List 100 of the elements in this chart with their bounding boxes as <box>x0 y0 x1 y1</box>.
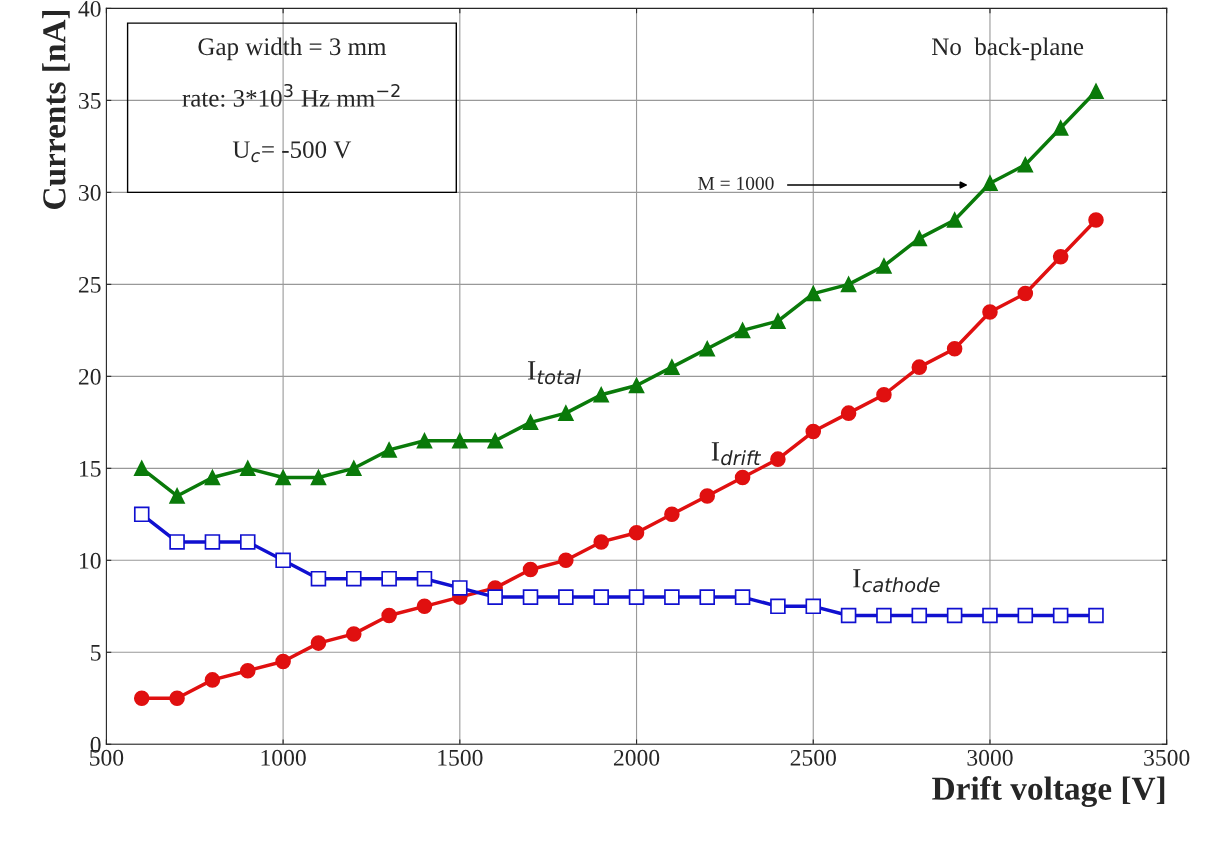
point <box>911 359 928 375</box>
point <box>381 607 397 624</box>
point <box>593 589 609 605</box>
point <box>310 635 327 651</box>
point <box>770 313 786 329</box>
point <box>452 432 468 449</box>
point <box>1052 120 1069 136</box>
point <box>169 488 185 504</box>
point <box>876 607 892 624</box>
point <box>487 432 503 449</box>
point <box>876 258 892 274</box>
point <box>1017 157 1034 173</box>
x-tick-label: 3000 <box>967 749 1013 766</box>
point <box>133 460 150 477</box>
y-tick-label: 35 <box>79 92 101 109</box>
point <box>664 506 680 523</box>
point <box>558 552 574 569</box>
point <box>593 386 609 403</box>
point <box>911 230 928 247</box>
point <box>522 589 539 605</box>
point <box>734 589 751 605</box>
point <box>805 423 822 440</box>
point <box>558 405 574 421</box>
y-tick-label: 40 <box>78 0 101 17</box>
x-axis-title: Drift voltage [V] <box>932 776 1165 807</box>
point <box>1017 285 1034 302</box>
point <box>770 598 786 615</box>
point <box>204 672 221 688</box>
point <box>310 469 327 486</box>
point <box>699 589 716 605</box>
point <box>239 460 256 477</box>
point <box>664 589 680 605</box>
point <box>558 589 574 605</box>
point <box>805 598 822 615</box>
point <box>346 626 362 642</box>
point <box>982 175 998 191</box>
point <box>204 469 221 486</box>
point <box>169 534 185 550</box>
point <box>1088 212 1104 228</box>
series-label: I$_{total}$ <box>527 361 581 385</box>
annotation: Gap width = 3 mm <box>198 37 387 61</box>
x-tick-label: 3500 <box>1144 749 1190 766</box>
point <box>381 570 397 587</box>
point <box>840 405 857 421</box>
y-tick-label: 10 <box>80 552 101 569</box>
point <box>275 552 291 569</box>
point <box>452 580 468 596</box>
y-tick-label: 25 <box>78 276 101 293</box>
point <box>1088 83 1104 99</box>
point <box>416 432 433 449</box>
point <box>982 304 998 320</box>
point <box>204 534 221 550</box>
point <box>416 598 433 615</box>
y-tick-label: 30 <box>79 184 101 201</box>
annotation: No back-plane <box>932 37 1084 61</box>
x-tick-label: 2500 <box>790 749 836 766</box>
y-tick-label: 15 <box>80 460 101 477</box>
point <box>381 442 397 458</box>
point <box>911 607 928 624</box>
point <box>239 534 256 550</box>
point <box>346 570 362 587</box>
point <box>522 561 539 578</box>
point <box>840 607 857 624</box>
point <box>487 589 503 605</box>
point <box>876 386 892 403</box>
point <box>1052 248 1069 265</box>
point <box>840 276 857 293</box>
annotation: rate: 3*10$^{3}$ Hz mm$^{−2}$ <box>182 83 400 107</box>
point <box>133 690 150 707</box>
point <box>1017 607 1034 624</box>
annotation: M = 1000 <box>698 176 774 190</box>
point <box>275 653 291 670</box>
series-label: I$_{drift}$ <box>711 442 762 466</box>
point <box>734 322 751 339</box>
point <box>169 690 185 707</box>
x-tick-label: 1000 <box>261 749 306 766</box>
series-label: I$_{cathode}$ <box>853 569 940 593</box>
point <box>522 414 539 431</box>
point <box>664 359 680 375</box>
point <box>982 607 998 624</box>
point <box>628 589 645 605</box>
point <box>133 506 150 523</box>
y-axis-title: Currents [nA] <box>42 10 70 209</box>
y-tick-label: 20 <box>78 368 101 385</box>
x-tick-label: 1500 <box>438 749 483 766</box>
x-tick-label: 2000 <box>613 749 660 766</box>
point <box>770 451 786 467</box>
point <box>593 534 609 550</box>
point <box>946 607 963 624</box>
y-tick-label: 5 <box>91 645 101 661</box>
annotation: U$_{c}$= -500 V <box>232 141 352 163</box>
point <box>239 662 256 679</box>
point <box>275 469 291 486</box>
point <box>946 340 963 357</box>
point <box>628 377 645 394</box>
point <box>699 340 716 357</box>
point <box>346 460 362 477</box>
point <box>805 285 822 302</box>
point <box>1052 607 1069 624</box>
point <box>699 488 716 504</box>
